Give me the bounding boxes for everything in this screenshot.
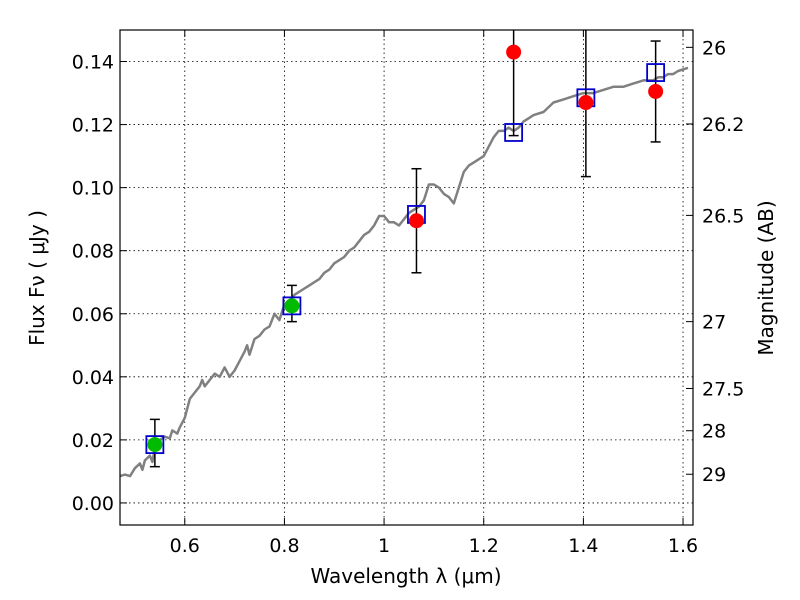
- x-tick-label: 0.8: [269, 535, 299, 557]
- model-photometry-squares: [145, 63, 666, 455]
- red-data-point: [408, 213, 424, 229]
- plot-frame: [119, 29, 694, 526]
- grid-lines: [120, 30, 693, 525]
- right-tick-label: 26.5: [702, 205, 744, 227]
- y-tick-label: 0.00: [72, 493, 114, 515]
- y-axis-label: Flux Fν ( μJy ): [25, 210, 49, 346]
- right-tick-label: 26.2: [702, 114, 744, 136]
- model-sed-line-group: [119, 66, 689, 478]
- y-tick-label: 0.02: [72, 430, 114, 452]
- y-tick-label: 0.12: [72, 115, 114, 137]
- right-tick-label: 26: [702, 37, 726, 59]
- axis-ticks: [120, 30, 693, 525]
- model-photometry-square: [504, 123, 524, 142]
- y-tick-label: 0.10: [72, 178, 114, 200]
- y-tick-label: 0.08: [72, 241, 114, 263]
- model-photometry-square: [282, 296, 302, 316]
- y-axis-right-label: Magnitude (AB): [754, 200, 778, 355]
- y-tick-label: 0.06: [72, 304, 114, 326]
- right-tick-label: 29: [702, 464, 726, 486]
- model-photometry-square: [145, 435, 165, 455]
- observed-points: [147, 44, 664, 453]
- green-data-point: [284, 298, 300, 314]
- y-tick-label: 0.14: [72, 52, 114, 74]
- right-tick-label: 27.5: [702, 378, 744, 400]
- red-data-point: [578, 95, 594, 111]
- x-tick-label: 1.6: [668, 535, 698, 557]
- red-data-point: [648, 83, 664, 99]
- green-data-point: [147, 437, 163, 453]
- x-tick-label: 1: [378, 535, 390, 557]
- tick-labels: 0.6 0.8 1 1.2 1.4 1.6 0.00 0.02 0.04 0.06 0.08 0.10…: [72, 37, 745, 557]
- x-tick-label: 0.6: [170, 535, 200, 557]
- x-axis-label: Wavelength λ (μm): [310, 564, 501, 588]
- right-tick-label: 28: [702, 421, 726, 443]
- x-tick-label: 1.4: [568, 535, 598, 557]
- x-tick-label: 1.2: [469, 535, 499, 557]
- y-tick-label: 0.04: [72, 367, 114, 389]
- right-tick-label: 27: [702, 312, 726, 334]
- red-data-point: [506, 44, 522, 60]
- model-photometry-square: [646, 63, 666, 82]
- model-sed-line: [119, 66, 689, 478]
